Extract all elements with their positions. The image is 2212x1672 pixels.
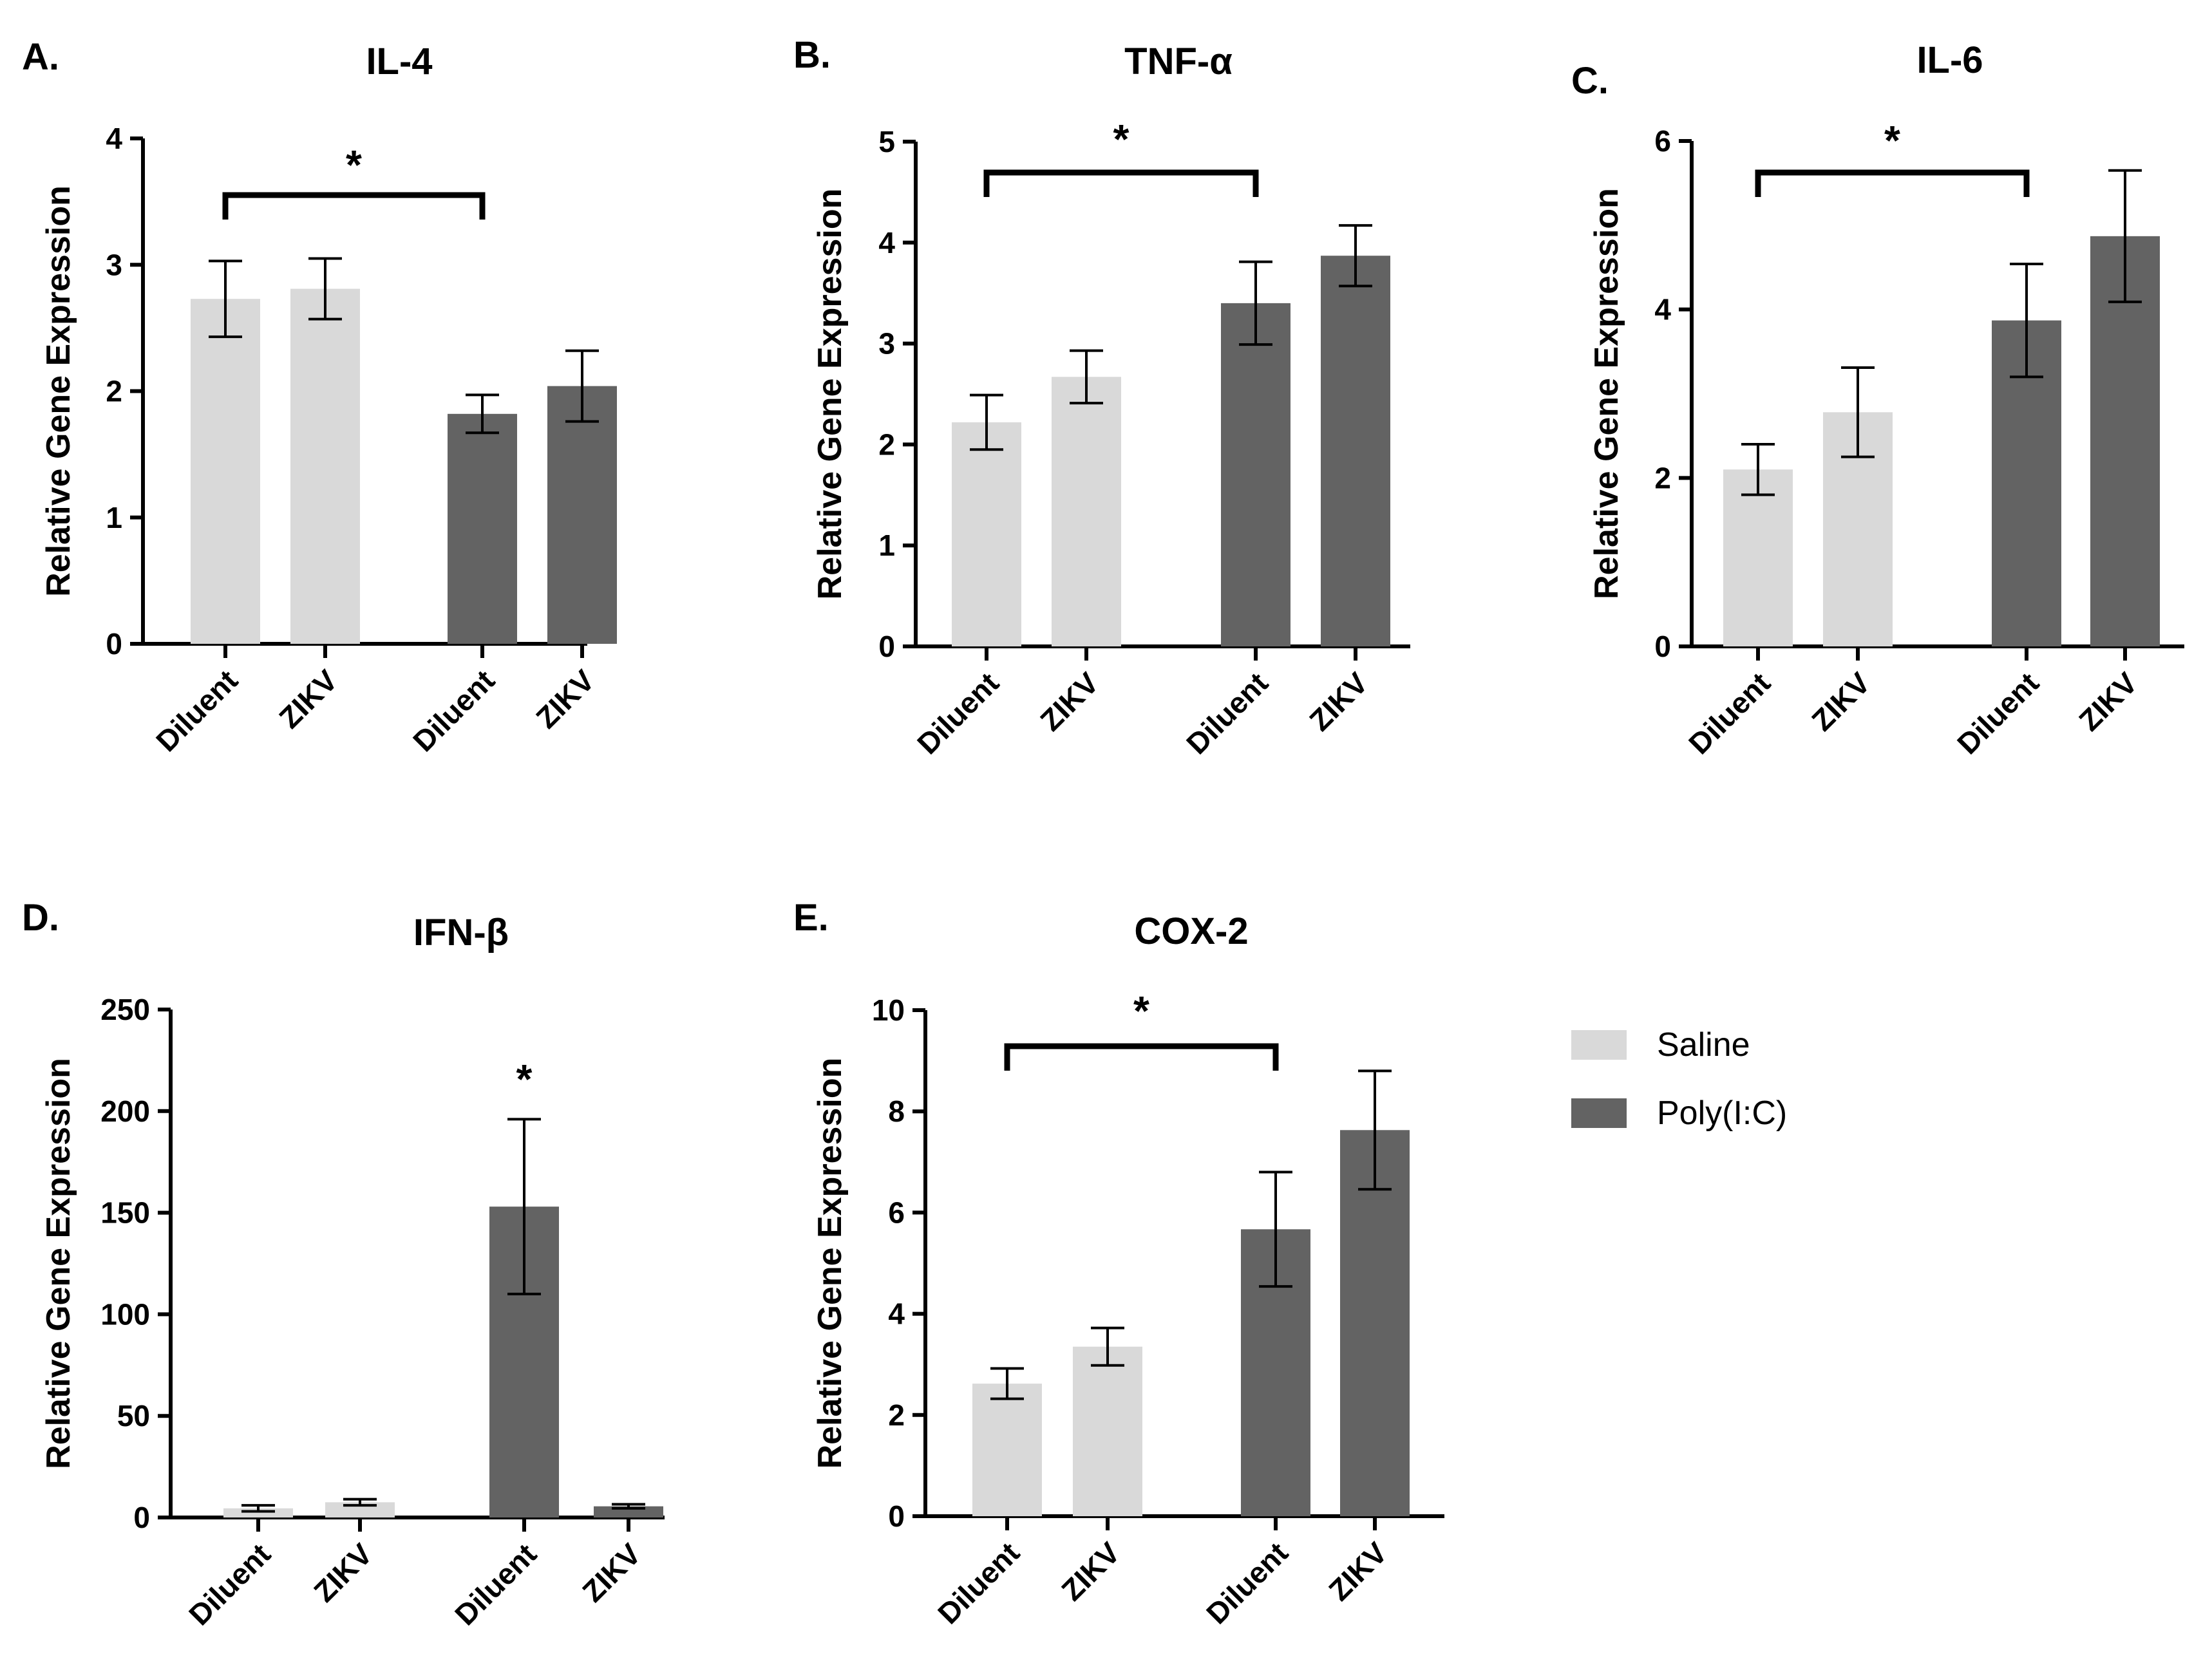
y-tick-label: 0 bbox=[133, 1501, 150, 1534]
x-tick-label: ZIKV bbox=[307, 1537, 379, 1608]
legend-swatch bbox=[1571, 1098, 1627, 1128]
panel-e: E. COX-2 Relative Gene Expression 0 2 4 6 8 10 Di… bbox=[793, 897, 1444, 1630]
bar bbox=[325, 1502, 395, 1517]
bar bbox=[1073, 1346, 1142, 1516]
panel-title: COX-2 bbox=[1134, 910, 1248, 952]
legend-label: Saline bbox=[1657, 1026, 1750, 1064]
y-tick-label: 100 bbox=[100, 1297, 150, 1331]
panel-title: IFN-β bbox=[413, 912, 509, 953]
bar bbox=[223, 1508, 293, 1517]
y-tick-label: 3 bbox=[878, 327, 895, 361]
y-tick-label: 4 bbox=[106, 122, 122, 155]
significance-star: * bbox=[1884, 117, 1900, 164]
y-tick-label: 200 bbox=[100, 1094, 150, 1128]
x-tick-label: ZIKV bbox=[2072, 666, 2144, 737]
panel-letter: D. bbox=[22, 897, 59, 939]
y-axis-label: Relative Gene Expression bbox=[811, 1058, 849, 1469]
panel-d: D. IFN-β Relative Gene Expression 0 50 100 150… bbox=[22, 897, 665, 1631]
bar bbox=[191, 299, 260, 644]
y-tick-label: 2 bbox=[106, 375, 122, 408]
significance-bracket bbox=[222, 192, 486, 220]
y-tick-label: 0 bbox=[1654, 630, 1671, 663]
bar bbox=[1052, 377, 1121, 646]
y-tick-label: 4 bbox=[878, 226, 895, 259]
bar bbox=[1340, 1130, 1410, 1516]
y-tick-label: 150 bbox=[100, 1196, 150, 1230]
y-axis-label: Relative Gene Expression bbox=[40, 1058, 77, 1469]
bar bbox=[594, 1506, 663, 1517]
bar bbox=[448, 413, 517, 644]
y-axis-label: Relative Gene Expression bbox=[1588, 188, 1625, 599]
panel-title: IL-4 bbox=[366, 41, 432, 82]
x-tick-label: ZIKV bbox=[272, 663, 344, 735]
y-tick-label: 2 bbox=[1654, 461, 1671, 494]
bar bbox=[1723, 469, 1793, 646]
panel-letter: A. bbox=[22, 36, 59, 78]
significance-star: * bbox=[516, 1056, 533, 1102]
significance-bracket bbox=[1755, 169, 2030, 197]
y-tick-label: 0 bbox=[888, 1499, 905, 1533]
x-tick-label: Diluent bbox=[149, 663, 244, 758]
y-tick-label: 8 bbox=[888, 1094, 905, 1128]
y-tick-label: 1 bbox=[106, 501, 122, 534]
y-axis-label: Relative Gene Expression bbox=[811, 189, 849, 600]
y-tick-label: 2 bbox=[888, 1398, 905, 1432]
y-tick-label: 3 bbox=[106, 248, 122, 281]
panel-c: C. IL-6 Relative Gene Expression 0 2 4 6 Diluen… bbox=[1571, 39, 2184, 760]
panel-letter: C. bbox=[1571, 60, 1609, 102]
panel-b: B. TNF-α Relative Gene Expression 0 1 2 3 4 5 Dil… bbox=[793, 34, 1410, 760]
bar bbox=[972, 1384, 1042, 1516]
x-tick-label: ZIKV bbox=[529, 663, 601, 735]
x-tick-label: Diluent bbox=[1200, 1536, 1294, 1630]
panel-letter: E. bbox=[793, 897, 829, 939]
x-tick-label: ZIKV bbox=[576, 1537, 647, 1608]
legend-label: Poly(I:C) bbox=[1657, 1094, 1787, 1132]
panel-title: IL-6 bbox=[1916, 39, 1983, 81]
x-tick-label: Diluent bbox=[1682, 666, 1777, 760]
x-tick-label: Diluent bbox=[406, 663, 501, 758]
x-tick-label: ZIKV bbox=[1805, 666, 1876, 737]
panel-title: TNF-α bbox=[1124, 41, 1233, 82]
x-tick-label: Diluent bbox=[911, 666, 1005, 760]
y-tick-label: 0 bbox=[878, 630, 895, 663]
x-tick-label: ZIKV bbox=[1322, 1536, 1394, 1607]
significance-bracket bbox=[1004, 1043, 1279, 1071]
significance-star: * bbox=[346, 142, 362, 188]
x-tick-label: Diluent bbox=[448, 1537, 543, 1631]
y-tick-label: 1 bbox=[878, 529, 895, 562]
y-tick-label: 10 bbox=[872, 993, 905, 1027]
significance-star: * bbox=[1133, 988, 1149, 1034]
panel-letter: B. bbox=[793, 34, 831, 76]
legend-swatch bbox=[1571, 1030, 1627, 1060]
panel-a: A. IL-4 Relative Gene Expression 0 1 2 3 4 Dilue… bbox=[22, 36, 617, 758]
y-axis-label: Relative Gene Expression bbox=[40, 185, 77, 597]
bar bbox=[547, 386, 617, 644]
y-tick-label: 50 bbox=[117, 1399, 150, 1432]
x-tick-label: ZIKV bbox=[1303, 666, 1374, 737]
legend: Saline Poly(I:C) bbox=[1571, 1026, 1787, 1132]
bar bbox=[290, 288, 360, 644]
significance-star: * bbox=[1113, 116, 1130, 162]
y-tick-label: 4 bbox=[1654, 293, 1671, 326]
y-tick-label: 6 bbox=[888, 1196, 905, 1229]
significance-bracket bbox=[983, 169, 1259, 197]
y-tick-label: 0 bbox=[106, 627, 122, 661]
bar bbox=[952, 422, 1021, 646]
y-tick-label: 5 bbox=[878, 125, 895, 158]
x-tick-label: ZIKV bbox=[1055, 1536, 1126, 1607]
y-tick-label: 4 bbox=[888, 1297, 905, 1331]
bar bbox=[1321, 256, 1390, 647]
bar bbox=[2090, 236, 2160, 646]
y-tick-label: 6 bbox=[1654, 124, 1671, 158]
x-tick-label: Diluent bbox=[1180, 666, 1274, 760]
x-tick-label: Diluent bbox=[182, 1537, 277, 1631]
x-tick-label: ZIKV bbox=[1034, 666, 1105, 737]
x-tick-label: Diluent bbox=[931, 1536, 1026, 1630]
bar bbox=[1221, 303, 1290, 646]
y-tick-label: 2 bbox=[878, 427, 895, 461]
y-tick-label: 250 bbox=[100, 993, 150, 1026]
x-tick-label: Diluent bbox=[1951, 666, 2045, 760]
